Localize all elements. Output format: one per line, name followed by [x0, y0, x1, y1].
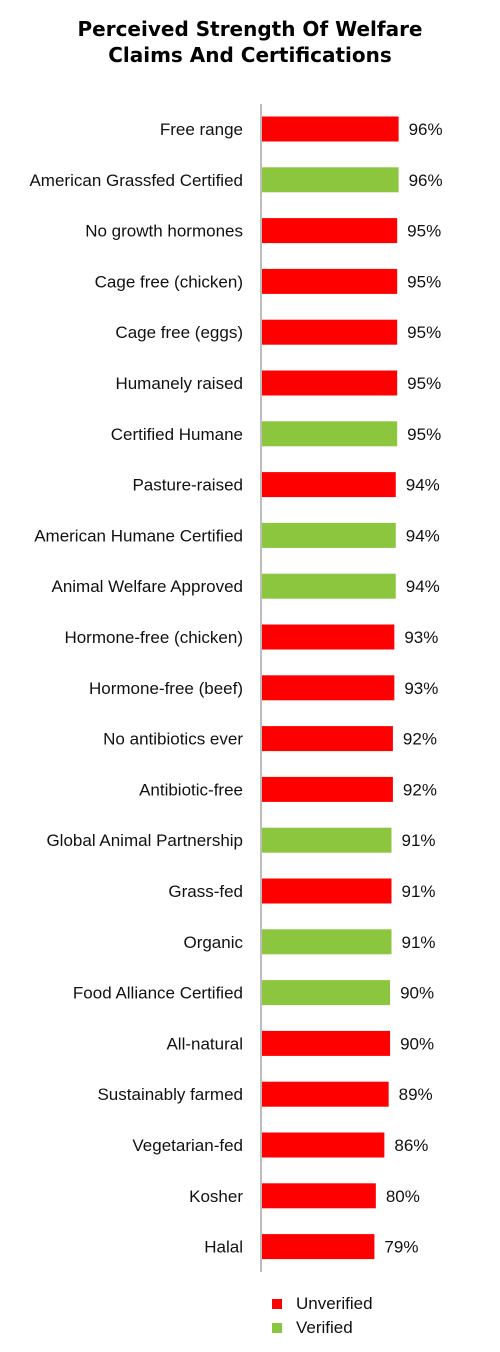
- bar: [262, 827, 392, 853]
- chart-title: Perceived Strength Of Welfare Claims And…: [0, 16, 500, 68]
- bar: [262, 878, 392, 904]
- value-label: 95%: [407, 222, 441, 241]
- bar: [262, 1132, 385, 1158]
- bar: [262, 522, 396, 548]
- bar: [262, 1030, 391, 1056]
- value-label: 89%: [399, 1085, 433, 1104]
- category-label: Vegetarian-fed: [132, 1136, 243, 1155]
- category-label: No growth hormones: [85, 222, 243, 241]
- category-label: Certified Humane: [111, 425, 243, 444]
- bar: [262, 1183, 376, 1209]
- category-label: Sustainably farmed: [97, 1085, 243, 1104]
- bar: [262, 776, 393, 802]
- value-label: 94%: [406, 577, 440, 596]
- value-label: 94%: [406, 476, 440, 495]
- bar: [262, 472, 396, 498]
- legend-item-verified: Verified: [272, 1316, 373, 1340]
- value-label: 92%: [403, 730, 437, 749]
- value-label: 93%: [404, 679, 438, 698]
- bar: [262, 1081, 389, 1107]
- category-label: Cage free (eggs): [115, 323, 243, 342]
- bar: [262, 319, 398, 345]
- category-label: Pasture-raised: [132, 476, 243, 495]
- bar: [262, 268, 398, 294]
- bar: [262, 980, 391, 1006]
- category-label: Organic: [183, 933, 243, 952]
- category-label: Animal Welfare Approved: [51, 577, 243, 596]
- legend-item-unverified: Unverified: [272, 1292, 373, 1316]
- category-label: American Grassfed Certified: [29, 171, 243, 190]
- value-label: 91%: [401, 882, 435, 901]
- value-label: 86%: [394, 1136, 428, 1155]
- bar: [262, 116, 399, 142]
- value-label: 91%: [401, 831, 435, 850]
- value-label: 93%: [404, 628, 438, 647]
- category-label: Cage free (chicken): [95, 272, 243, 291]
- chart-title-line-1: Perceived Strength Of Welfare: [77, 17, 423, 41]
- category-label: Hormone-free (chicken): [64, 628, 243, 647]
- value-label: 79%: [384, 1238, 418, 1257]
- legend-swatch-verified: [272, 1323, 282, 1333]
- bar: [262, 421, 398, 447]
- category-label: American Humane Certified: [34, 526, 243, 545]
- category-label: Kosher: [189, 1187, 243, 1206]
- value-label: 80%: [386, 1187, 420, 1206]
- bar: [262, 573, 396, 599]
- legend: Unverified Verified: [272, 1292, 373, 1340]
- category-label: Free range: [160, 120, 243, 139]
- value-label: 90%: [400, 984, 434, 1003]
- category-label: Humanely raised: [115, 374, 243, 393]
- value-label: 96%: [409, 171, 443, 190]
- category-label: Antibiotic-free: [139, 780, 243, 799]
- category-label: No antibiotics ever: [103, 730, 243, 749]
- bar: [262, 624, 395, 650]
- category-label: All-natural: [166, 1034, 243, 1053]
- category-label: Food Alliance Certified: [73, 984, 243, 1003]
- value-label: 91%: [401, 933, 435, 952]
- value-label: 96%: [409, 120, 443, 139]
- value-label: 90%: [400, 1034, 434, 1053]
- bar: [262, 929, 392, 955]
- legend-swatch-unverified: [272, 1299, 282, 1309]
- category-label: Hormone-free (beef): [89, 679, 243, 698]
- bar: [262, 167, 399, 193]
- value-label: 94%: [406, 526, 440, 545]
- category-label: Grass-fed: [168, 882, 243, 901]
- value-label: 95%: [407, 323, 441, 342]
- bar: [262, 675, 395, 701]
- chart-title-line-2: Claims And Certifications: [108, 43, 392, 67]
- bar: [262, 1234, 375, 1260]
- legend-label-verified: Verified: [296, 1318, 353, 1337]
- value-label: 95%: [407, 374, 441, 393]
- category-label: Halal: [204, 1238, 243, 1257]
- bar: [262, 370, 398, 396]
- value-label: 95%: [407, 272, 441, 291]
- value-label: 92%: [403, 780, 437, 799]
- bar: [262, 726, 393, 752]
- value-label: 95%: [407, 425, 441, 444]
- category-label: Global Animal Partnership: [46, 831, 243, 850]
- legend-label-unverified: Unverified: [296, 1294, 373, 1313]
- bar: [262, 218, 398, 244]
